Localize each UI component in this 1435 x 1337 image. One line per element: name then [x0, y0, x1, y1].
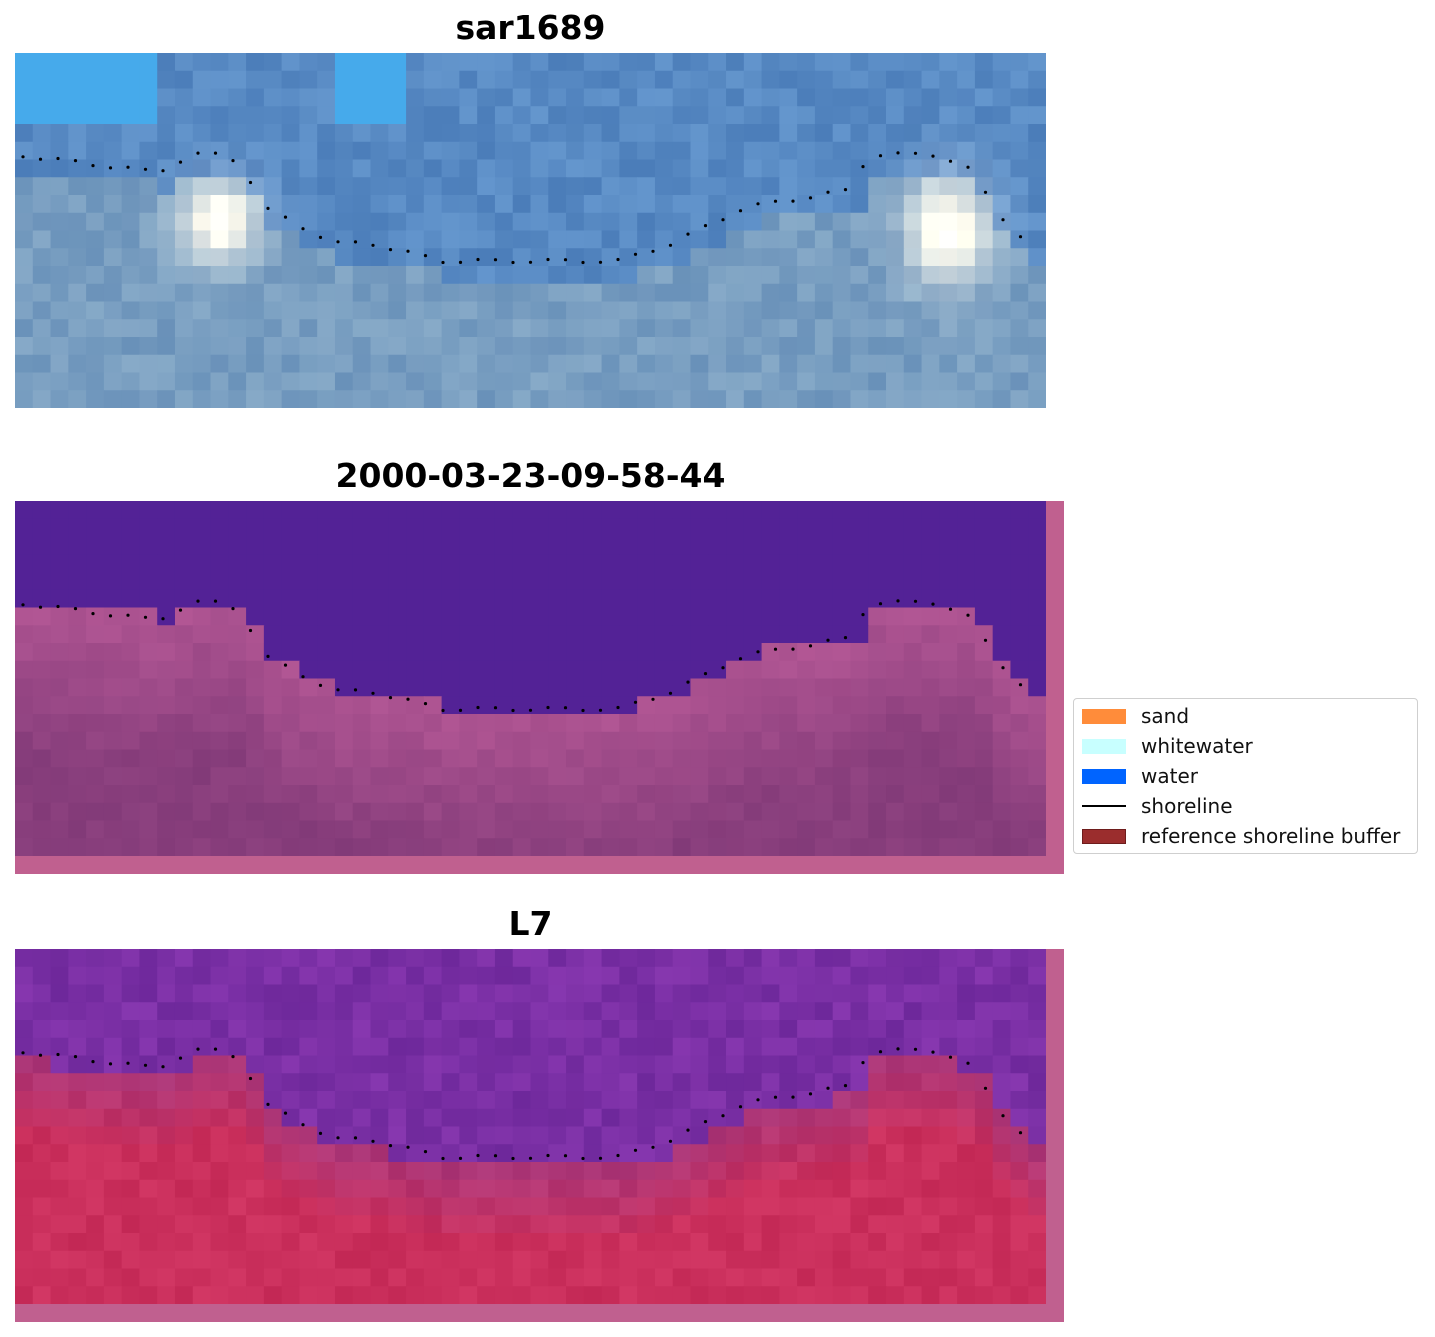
index-image — [15, 949, 1064, 1322]
legend-item-whitewater: whitewater — [1074, 734, 1417, 758]
classified-image — [15, 501, 1064, 874]
shoreline-dots — [21, 151, 1023, 265]
legend-label: whitewater — [1141, 734, 1253, 758]
panel-title-3: L7 — [508, 904, 553, 943]
legend-label: sand — [1141, 704, 1190, 728]
legend-item-shoreline: shoreline — [1074, 794, 1417, 818]
legend-item-sand: sand — [1074, 704, 1417, 728]
whitewater-swatch-icon — [1082, 739, 1126, 754]
legend-label: shoreline — [1141, 794, 1233, 818]
panel-title-2: 2000-03-23-09-58-44 — [335, 456, 726, 495]
panel-title-1: sar1689 — [455, 8, 606, 47]
shoreline-dots — [21, 599, 1023, 713]
legend-label: reference shoreline buffer — [1141, 824, 1401, 848]
water-swatch-icon — [1082, 769, 1126, 784]
legend: sand whitewater water shoreline referenc… — [1073, 698, 1418, 854]
legend-item-water: water — [1074, 764, 1417, 788]
satellite-rgb-image — [15, 53, 1046, 408]
legend-label: water — [1141, 764, 1198, 788]
shoreline-dots — [21, 1047, 1023, 1161]
shoreline-line-icon — [1082, 805, 1126, 807]
sand-swatch-icon — [1082, 709, 1126, 724]
legend-item-reference-buffer: reference shoreline buffer — [1074, 824, 1417, 848]
buffer-swatch-icon — [1082, 829, 1126, 844]
